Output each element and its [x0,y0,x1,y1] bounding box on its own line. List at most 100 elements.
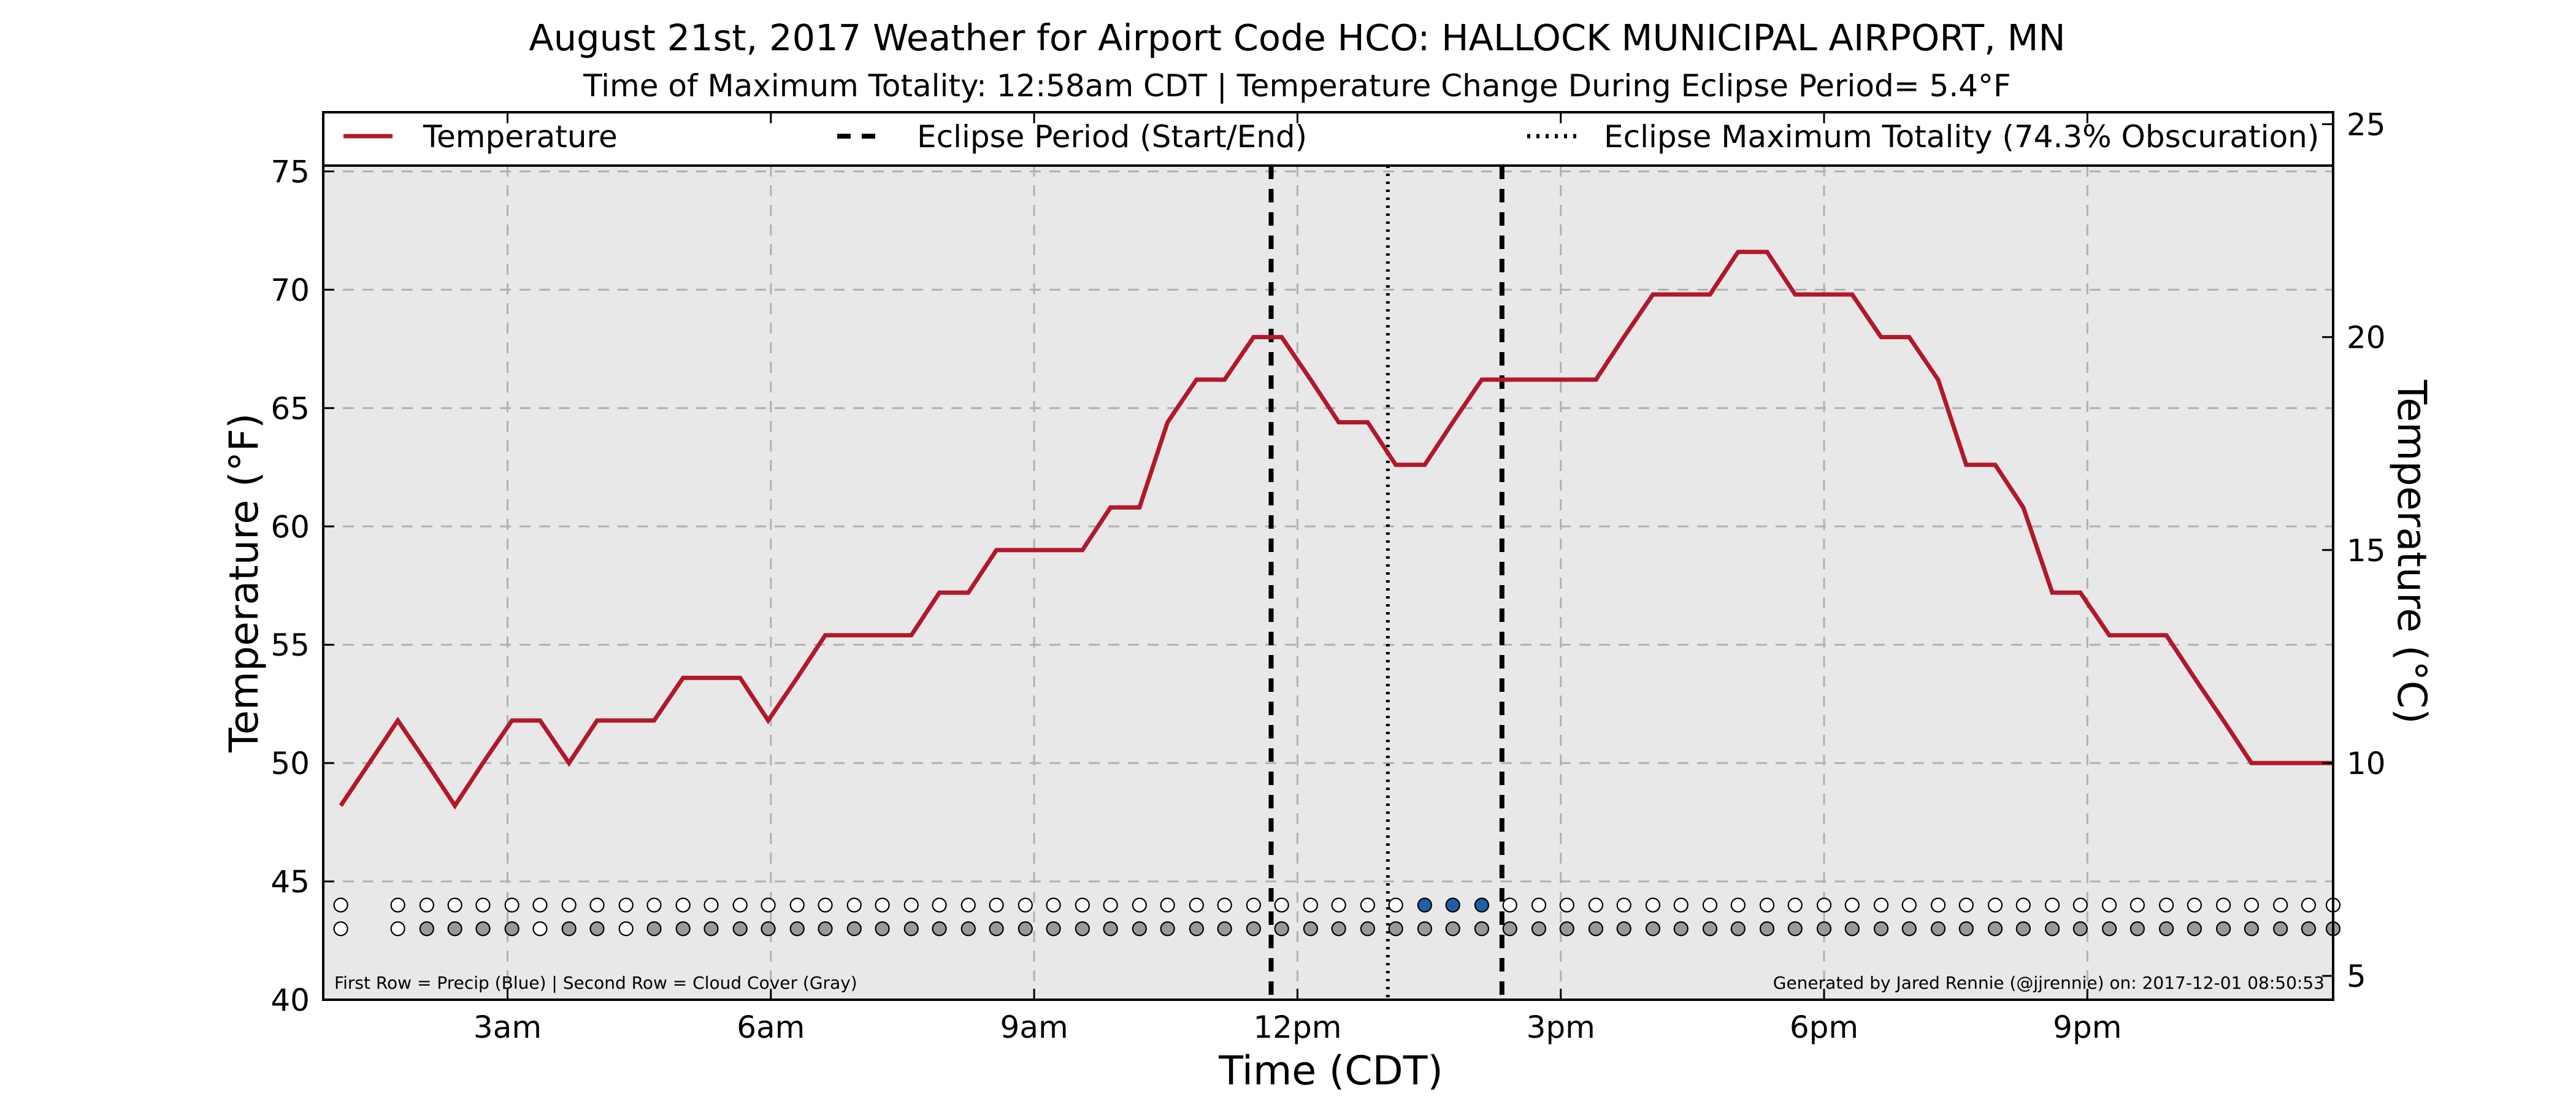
precip-dot [1160,897,1175,913]
precip-dot [932,897,947,913]
x-tick-label: 6am [737,1010,805,1045]
plot-area [323,166,2333,1000]
precip-dot [2101,897,2117,913]
cloud-dot [1445,921,1460,937]
cloud-dot [589,921,605,937]
cloud-dot [504,921,519,937]
y-tick-label: 65 [270,391,310,426]
cloud-dot [1246,921,1261,937]
precip-dot [1018,897,1033,913]
eclipse-lines [1268,166,1505,1000]
precip-dot [1616,897,1631,913]
y2-axis-label: Temperature (°C) [2388,379,2434,724]
precip-dot [1217,897,1232,913]
cloud-dot [1189,921,1204,937]
cloud-dot [419,921,434,937]
precip-dot [1360,897,1375,913]
precip-dot [818,897,833,913]
cloud-dot [1588,921,1604,937]
precip-dot [1844,897,1860,913]
precip-dot [1303,897,1318,913]
precip-dot [1246,897,1261,913]
cloud-dot [447,921,462,937]
y-tick-label: 50 [270,746,310,781]
cloud-dot [903,921,919,937]
y-tick-label: 40 [270,983,310,1018]
precip-dot [960,897,976,913]
precip-dot [2273,897,2288,913]
precip-dot [1673,897,1689,913]
precip-dot [1502,897,1517,913]
precip-dot [504,897,519,913]
y2-axis-ticks: 5 10 15 20 25 [2322,107,2386,994]
temperature-line [339,250,2333,810]
precip-dot [2187,897,2202,913]
cloud-dot [1559,921,1574,937]
precip-dot [1132,897,1147,913]
cloud-dot [2301,921,2317,937]
precip-dot [1873,897,1889,913]
precip-dot [561,897,577,913]
cloud-dot [1160,921,1175,937]
cloud-dot [2273,921,2288,937]
y2-tick-label: 5 [2347,959,2366,994]
precip-dot [1103,897,1118,913]
cloud-dot [1360,921,1375,937]
precip-dot [2072,897,2088,913]
plot-frame [322,111,2334,1001]
legend-eclipse-period-label: Eclipse Period (Start/End) [917,119,1307,155]
precip-dot [2301,897,2317,913]
cloud-dot [561,921,577,937]
precip-dot [1445,897,1460,913]
cloud-dot [333,921,348,937]
cloud-dot [2244,921,2260,937]
precip-dot [1417,897,1433,913]
y2-tick-label: 15 [2347,533,2386,569]
precip-dot [903,897,919,913]
x-tick-label: 3am [473,1010,542,1045]
cloud-dot [1103,921,1118,937]
precip-dot [846,897,862,913]
precip-dot [703,897,719,913]
grid-lines [323,166,2333,1000]
chart-title: August 21st, 2017 Weather for Airport Co… [529,17,2065,59]
x-axis-label: Time (CDT) [1218,1048,1443,1094]
cloud-dot [1274,921,1289,937]
precip-dot [1588,897,1604,913]
cloud-dot [1132,921,1147,937]
precip-dot [1531,897,1547,913]
cloud-dot [1217,921,1232,937]
precip-dot [589,897,605,913]
precip-dot [1702,897,1718,913]
precip-dot [1388,897,1403,913]
precip-dot [1331,897,1346,913]
cloud-dot [703,921,719,937]
precip-dot [1759,897,1775,913]
cloud-dot [1702,921,1718,937]
y-tick-label: 75 [270,154,310,190]
precip-dot [390,897,405,913]
precip-dot [646,897,662,913]
y2-tick-label: 20 [2347,320,2386,356]
cloud-dot [675,921,691,937]
x-tick-label: 9pm [2053,1010,2122,1045]
precip-dot [2244,897,2260,913]
precip-dot [475,897,491,913]
precip-dot [1189,897,1204,913]
cloud-dot [732,921,748,937]
y-tick-label: 60 [270,509,310,545]
precip-dot [1987,897,2003,913]
x-axis-ticks: 3am 6am 9am 12pm 3pm 6pm 9pm [473,112,2122,1045]
cloud-dot [390,921,405,937]
x-tick-label: 9am [1000,1010,1068,1045]
cloud-dot [1873,921,1889,937]
precip-dot [1474,897,1490,913]
precip-dot [2159,897,2174,913]
cloud-dot [1645,921,1661,937]
cloud-dot [1303,921,1318,937]
precip-dot [1559,897,1574,913]
footnote-left: First Row = Precip (Blue) | Second Row =… [334,973,857,993]
precip-dot [761,897,776,913]
cloud-dot [1930,921,1946,937]
legend: Temperature Eclipse Period (Start/End) E… [343,119,2319,155]
